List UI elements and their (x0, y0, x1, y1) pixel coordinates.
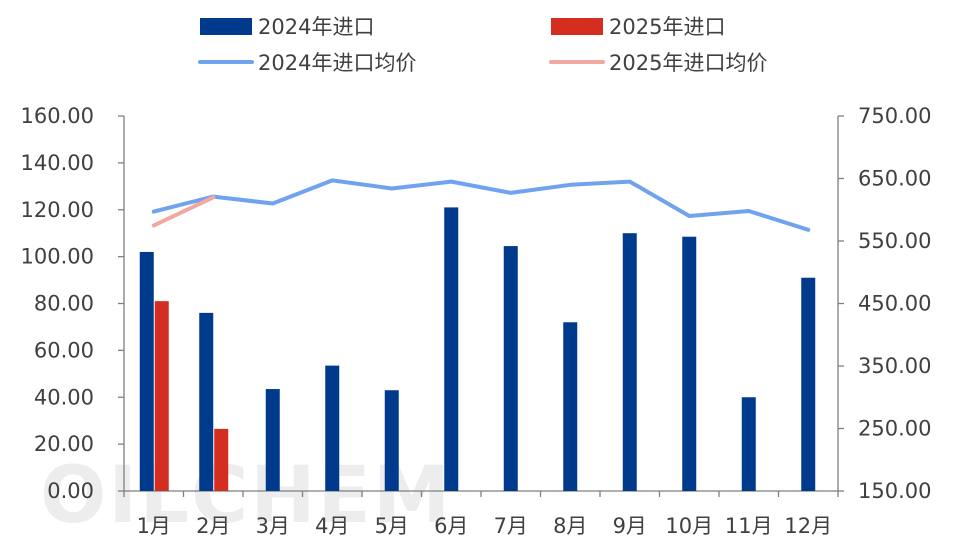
price-lines (151, 178, 811, 232)
x-tick-label: 4月 (315, 514, 349, 538)
legend-label-2024-import: 2024年进口 (258, 15, 374, 39)
y-left-tick-label: 80.00 (34, 292, 94, 316)
bar-2024-import (741, 397, 756, 491)
x-tick-label: 12月 (784, 514, 832, 538)
y-right-tick-label: 350.00 (858, 354, 931, 378)
bar-2025-import (214, 428, 229, 491)
y-axis-right-ticks: 150.00 250.00 350.00 450.00 550.00 650.00 750.… (838, 104, 931, 503)
bar-2025-import (154, 301, 169, 491)
line-2025-price (151, 195, 216, 228)
bar-2024-import (801, 277, 816, 491)
bar-2024-import (325, 365, 340, 491)
bar-2024-import (265, 389, 280, 491)
legend-label-2025-price: 2025年进口均价 (609, 51, 767, 75)
y-left-tick-label: 40.00 (34, 385, 94, 409)
legend-swatch-2024-import (200, 18, 252, 35)
legend-label-2024-price: 2024年进口均价 (258, 51, 416, 75)
x-tick-label: 6月 (434, 514, 468, 538)
y-right-tick-label: 650.00 (858, 167, 931, 191)
bar-2024-import (682, 236, 697, 491)
x-tick-label: 3月 (256, 514, 290, 538)
y-right-tick-label: 150.00 (858, 479, 931, 503)
bar-2024-import (563, 322, 578, 491)
legend-swatch-2025-import (551, 18, 603, 35)
y-right-tick-label: 450.00 (858, 292, 931, 316)
y-left-tick-label: 120.00 (21, 198, 94, 222)
y-left-tick-label: 60.00 (34, 338, 94, 362)
x-tick-label: 2月 (196, 514, 230, 538)
bar-2024-import (503, 246, 518, 491)
y-left-tick-label: 160.00 (21, 104, 94, 128)
line-2024-price (151, 178, 811, 232)
bar-2024-import (622, 233, 637, 491)
bar-2024-import (199, 312, 214, 491)
x-tick-label: 9月 (613, 514, 647, 538)
y-right-tick-label: 550.00 (858, 229, 931, 253)
y-right-tick-label: 250.00 (858, 417, 931, 441)
x-tick-label: 8月 (553, 514, 587, 538)
y-left-tick-label: 140.00 (21, 151, 94, 175)
y-axis-left-ticks: 0.00 20.00 40.00 60.00 80.00 100.00 120.00 140.… (21, 104, 124, 503)
x-tick-label: 7月 (494, 514, 528, 538)
x-tick-label: 10月 (665, 514, 713, 538)
y-left-tick-label: 100.00 (21, 245, 94, 269)
x-tick-label: 1月 (137, 514, 171, 538)
watermark: OILCHEM (40, 451, 452, 541)
legend-label-2025-import: 2025年进口 (609, 15, 725, 39)
x-axis-ticks: 1月 2月 3月 4月 5月 6月 7月 8月 9月 10月 11月 12月 (123, 491, 839, 538)
bar-2024-import (139, 251, 154, 491)
bar-2024-import (444, 207, 459, 491)
bars (139, 207, 816, 491)
y-left-tick-label: 20.00 (34, 432, 94, 456)
y-left-tick-label: 0.00 (47, 479, 94, 503)
bar-2024-import (384, 390, 399, 491)
x-tick-label: 5月 (375, 514, 409, 538)
x-tick-label: 11月 (725, 514, 773, 538)
legend: 2024年进口 2025年进口 2024年进口均价 2025年进口均价 (198, 15, 767, 75)
y-right-tick-label: 750.00 (858, 104, 931, 128)
